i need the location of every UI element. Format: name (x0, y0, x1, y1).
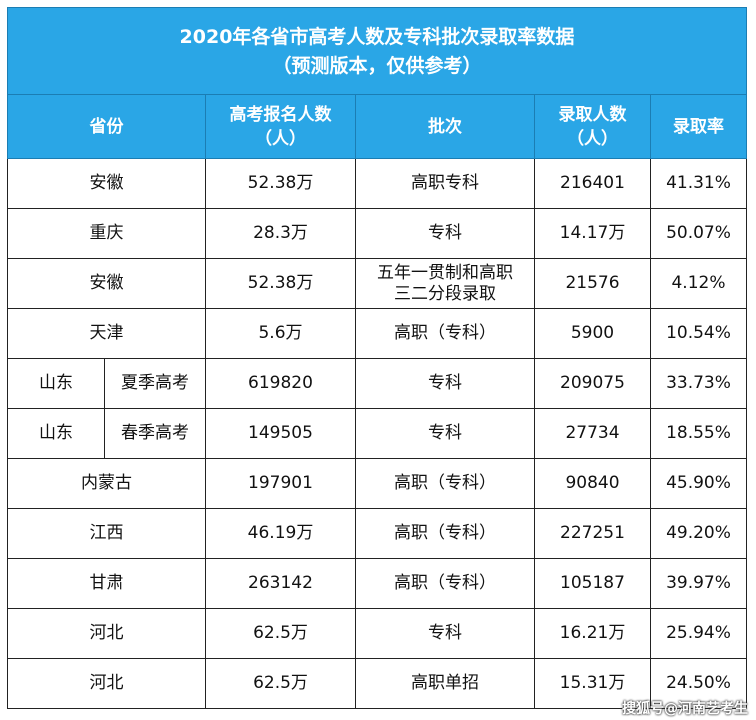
watermark: 搜狐号@河南艺考生 (622, 701, 748, 717)
table-row: 江西 46.19万 高职（专科） 227251 49.20% (7, 509, 747, 559)
table-row: 山东 夏季高考 619820 专科 209075 33.73% (7, 359, 747, 409)
data-sheet: 2020年各省市高考人数及专科批次录取率数据 （预测版本，仅供参考） 省份 高考… (7, 7, 747, 720)
batch-cell: 专科 (356, 609, 535, 659)
applicants-cell: 62.5万 (206, 609, 356, 659)
rate-cell: 39.97% (651, 559, 747, 609)
batch-cell: 专科 (356, 209, 535, 259)
batch-cell: 高职（专科） (356, 309, 535, 359)
rate-cell: 4.12% (651, 259, 747, 309)
rate-cell: 10.54% (651, 309, 747, 359)
admitted-cell: 5900 (535, 309, 651, 359)
province-cell: 河北 (7, 609, 206, 659)
province-cell: 甘肃 (7, 559, 206, 609)
table-row: 山东 春季高考 149505 专科 27734 18.55% (7, 409, 747, 459)
admitted-cell: 16.21万 (535, 609, 651, 659)
admitted-cell: 27734 (535, 409, 651, 459)
header-applicants: 高考报名人数 （人） (206, 95, 356, 159)
rate-cell: 45.90% (651, 459, 747, 509)
applicants-cell: 62.5万 (206, 659, 356, 709)
header-admitted: 录取人数 （人） (535, 95, 651, 159)
batch-cell: 五年一贯制和高职 三二分段录取 (356, 259, 535, 309)
province-cell: 山东 (7, 409, 105, 459)
exam-type-cell: 春季高考 (105, 409, 206, 459)
province-cell: 山东 (7, 359, 105, 409)
admitted-cell: 14.17万 (535, 209, 651, 259)
applicants-cell: 263142 (206, 559, 356, 609)
table-row: 内蒙古 197901 高职（专科） 90840 45.90% (7, 459, 747, 509)
province-cell: 河北 (7, 659, 206, 709)
title-line-1: 2020年各省市高考人数及专科批次录取率数据 (179, 26, 575, 48)
applicants-cell: 28.3万 (206, 209, 356, 259)
batch-cell: 高职专科 (356, 159, 535, 209)
batch-cell: 专科 (356, 409, 535, 459)
applicants-cell: 149505 (206, 409, 356, 459)
rate-cell: 33.73% (651, 359, 747, 409)
applicants-cell: 52.38万 (206, 259, 356, 309)
province-cell: 重庆 (7, 209, 206, 259)
title-line-2: （预测版本，仅供参考） (272, 55, 482, 77)
batch-cell: 高职（专科） (356, 459, 535, 509)
table-row: 重庆 28.3万 专科 14.17万 50.07% (7, 209, 747, 259)
rate-cell: 50.07% (651, 209, 747, 259)
applicants-cell: 46.19万 (206, 509, 356, 559)
applicants-cell: 197901 (206, 459, 356, 509)
province-cell: 安徽 (7, 159, 206, 209)
table-row: 河北 62.5万 专科 16.21万 25.94% (7, 609, 747, 659)
table-title: 2020年各省市高考人数及专科批次录取率数据 （预测版本，仅供参考） (7, 7, 747, 95)
rate-cell: 49.20% (651, 509, 747, 559)
rate-cell: 25.94% (651, 609, 747, 659)
admitted-cell: 209075 (535, 359, 651, 409)
table-row: 安徽 52.38万 五年一贯制和高职 三二分段录取 21576 4.12% (7, 259, 747, 309)
batch-cell: 专科 (356, 359, 535, 409)
applicants-cell: 5.6万 (206, 309, 356, 359)
admitted-cell: 105187 (535, 559, 651, 609)
table-row: 甘肃 263142 高职（专科） 105187 39.97% (7, 559, 747, 609)
province-cell: 江西 (7, 509, 206, 559)
province-cell: 天津 (7, 309, 206, 359)
applicants-cell: 619820 (206, 359, 356, 409)
admitted-cell: 216401 (535, 159, 651, 209)
header-rate: 录取率 (651, 95, 747, 159)
header-province: 省份 (7, 95, 206, 159)
province-cell: 安徽 (7, 259, 206, 309)
admitted-cell: 227251 (535, 509, 651, 559)
exam-type-cell: 夏季高考 (105, 359, 206, 409)
table-row: 天津 5.6万 高职（专科） 5900 10.54% (7, 309, 747, 359)
admitted-cell: 21576 (535, 259, 651, 309)
table-row: 安徽 52.38万 高职专科 216401 41.31% (7, 159, 747, 209)
rate-cell: 41.31% (651, 159, 747, 209)
applicants-cell: 52.38万 (206, 159, 356, 209)
table-header-row: 省份 高考报名人数 （人） 批次 录取人数 （人） 录取率 (7, 95, 747, 159)
admitted-cell: 90840 (535, 459, 651, 509)
table-row: 河北 62.5万 高职单招 15.31万 24.50% (7, 659, 747, 709)
province-cell: 内蒙古 (7, 459, 206, 509)
rate-cell: 24.50% (651, 659, 747, 709)
batch-cell: 高职单招 (356, 659, 535, 709)
rate-cell: 18.55% (651, 409, 747, 459)
admitted-cell: 15.31万 (535, 659, 651, 709)
header-batch: 批次 (356, 95, 535, 159)
batch-cell: 高职（专科） (356, 509, 535, 559)
batch-cell: 高职（专科） (356, 559, 535, 609)
